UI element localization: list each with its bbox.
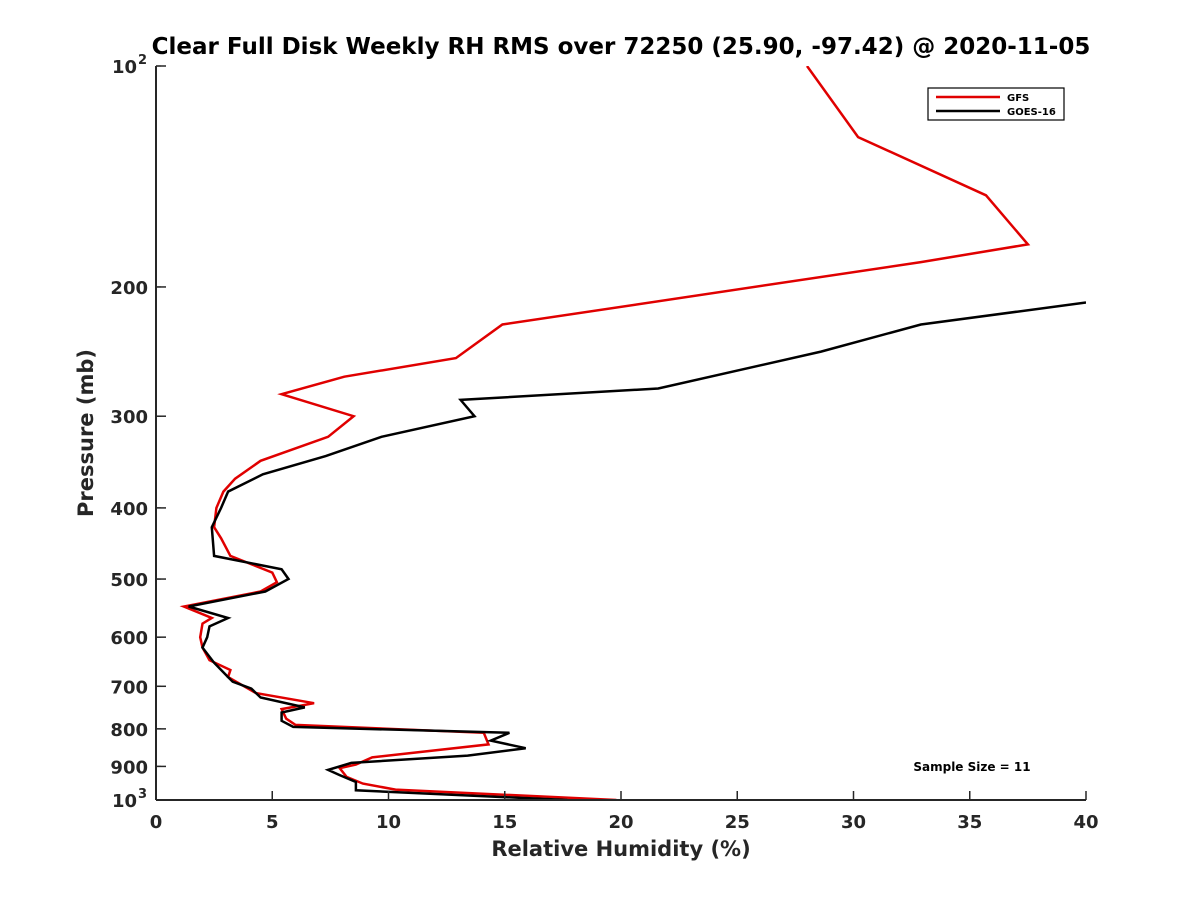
- x-tick-label: 25: [725, 812, 750, 833]
- y-tick-label: 700: [110, 677, 148, 698]
- x-tick-label: 0: [150, 812, 163, 833]
- x-tick-label: 30: [841, 812, 866, 833]
- legend-box: [927, 87, 1065, 121]
- y-tick-label: 600: [110, 628, 148, 649]
- y-tick-label: 10: [112, 57, 137, 78]
- y-tick-exponent: 2: [138, 53, 147, 68]
- x-tick-label: 5: [266, 812, 279, 833]
- series-line-gfs: [179, 66, 1031, 800]
- y-tick-label: 900: [110, 757, 148, 778]
- sample-size-annotation: Sample Size = 11: [913, 760, 1030, 774]
- y-tick-label: 200: [110, 278, 148, 299]
- chart-title: Clear Full Disk Weekly RH RMS over 72250…: [152, 34, 1091, 60]
- x-ticks: 0 5 10 15 20 25 30 35 40: [150, 791, 1099, 833]
- x-tick-label: 40: [1073, 812, 1098, 833]
- legend-label-goes16: GOES-16: [1007, 107, 1056, 118]
- y-tick-label: 400: [110, 499, 148, 520]
- legend-label-gfs: GFS: [1007, 93, 1029, 104]
- x-tick-label: 20: [608, 812, 633, 833]
- y-axis-label: Pressure (mb): [74, 349, 98, 517]
- y-tick-label: 10: [112, 791, 137, 812]
- y-tick-label: 300: [110, 407, 148, 428]
- y-tick-exponent: 3: [138, 787, 147, 802]
- y-tick-label: 800: [110, 720, 148, 741]
- x-tick-label: 15: [492, 812, 517, 833]
- legend: GFS GOES-16: [927, 87, 1065, 121]
- x-tick-label: 10: [376, 812, 401, 833]
- y-tick-label: 500: [110, 570, 148, 591]
- series-line-goes16: [188, 301, 1086, 800]
- x-axis-label: Relative Humidity (%): [491, 837, 750, 861]
- plot-lines: [179, 66, 1086, 800]
- x-tick-label: 35: [957, 812, 982, 833]
